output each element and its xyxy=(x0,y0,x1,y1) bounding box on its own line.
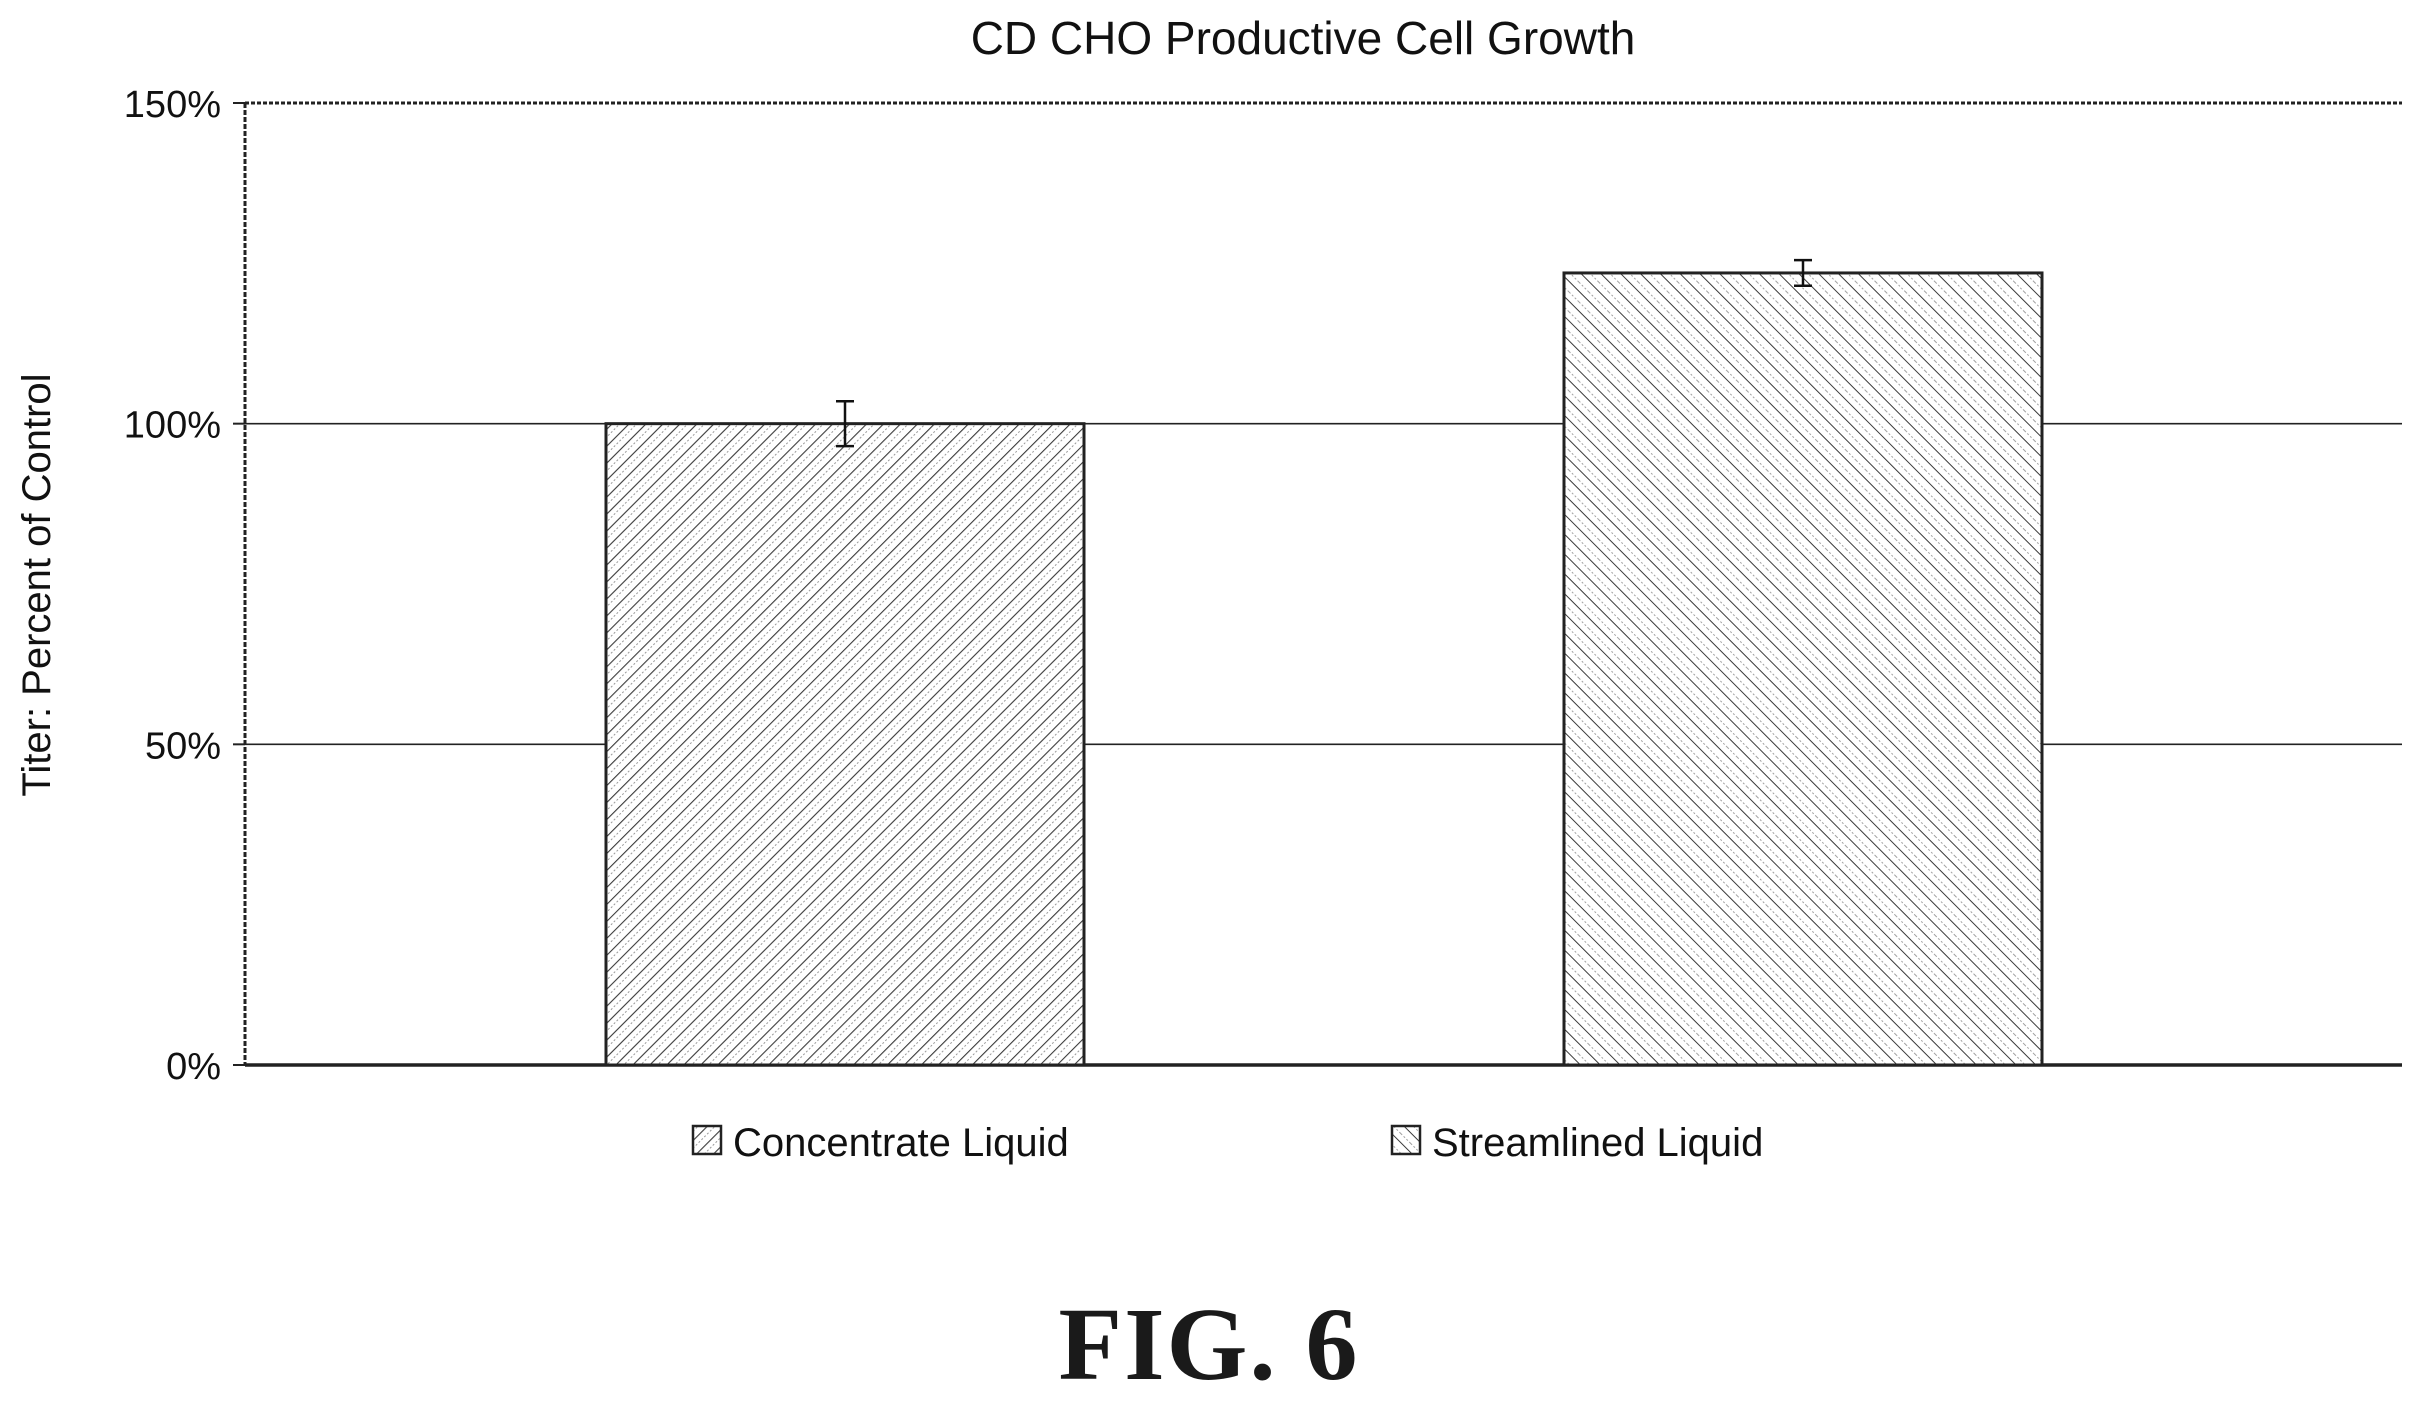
legend-item-streamlined-liquid: Streamlined Liquid xyxy=(1390,1121,1763,1165)
legend-label: Streamlined Liquid xyxy=(1432,1121,1763,1165)
legend-swatch xyxy=(1390,1124,1422,1156)
axes xyxy=(233,102,2402,1067)
legend-swatch xyxy=(691,1124,723,1156)
error-bars xyxy=(836,258,1812,448)
y-tick-label: 100% xyxy=(124,405,221,447)
figure-caption: FIG. 6 xyxy=(1058,1287,1360,1402)
legend-item-concentrate-liquid: Concentrate Liquid xyxy=(691,1121,1069,1165)
y-tick-labels: 0% 50% 100% 150% xyxy=(124,84,221,1088)
y-axis-label: Titer: Percent of Control xyxy=(15,373,59,796)
bars xyxy=(604,271,2044,1067)
y-tick-label: 50% xyxy=(145,725,221,767)
gridlines xyxy=(245,101,2402,746)
chart-title: CD CHO Productive Cell Growth xyxy=(971,12,1636,64)
y-tick-label: 150% xyxy=(124,84,221,126)
legend-label: Concentrate Liquid xyxy=(733,1121,1069,1165)
bar-concentrate-liquid xyxy=(604,422,1086,1067)
bar-streamlined-liquid xyxy=(1562,271,2044,1067)
legend: Concentrate Liquid Streamlined Liquid xyxy=(691,1121,1763,1165)
y-tick-label: 0% xyxy=(166,1046,221,1088)
error-bar xyxy=(836,399,854,448)
error-bar xyxy=(1794,258,1812,288)
